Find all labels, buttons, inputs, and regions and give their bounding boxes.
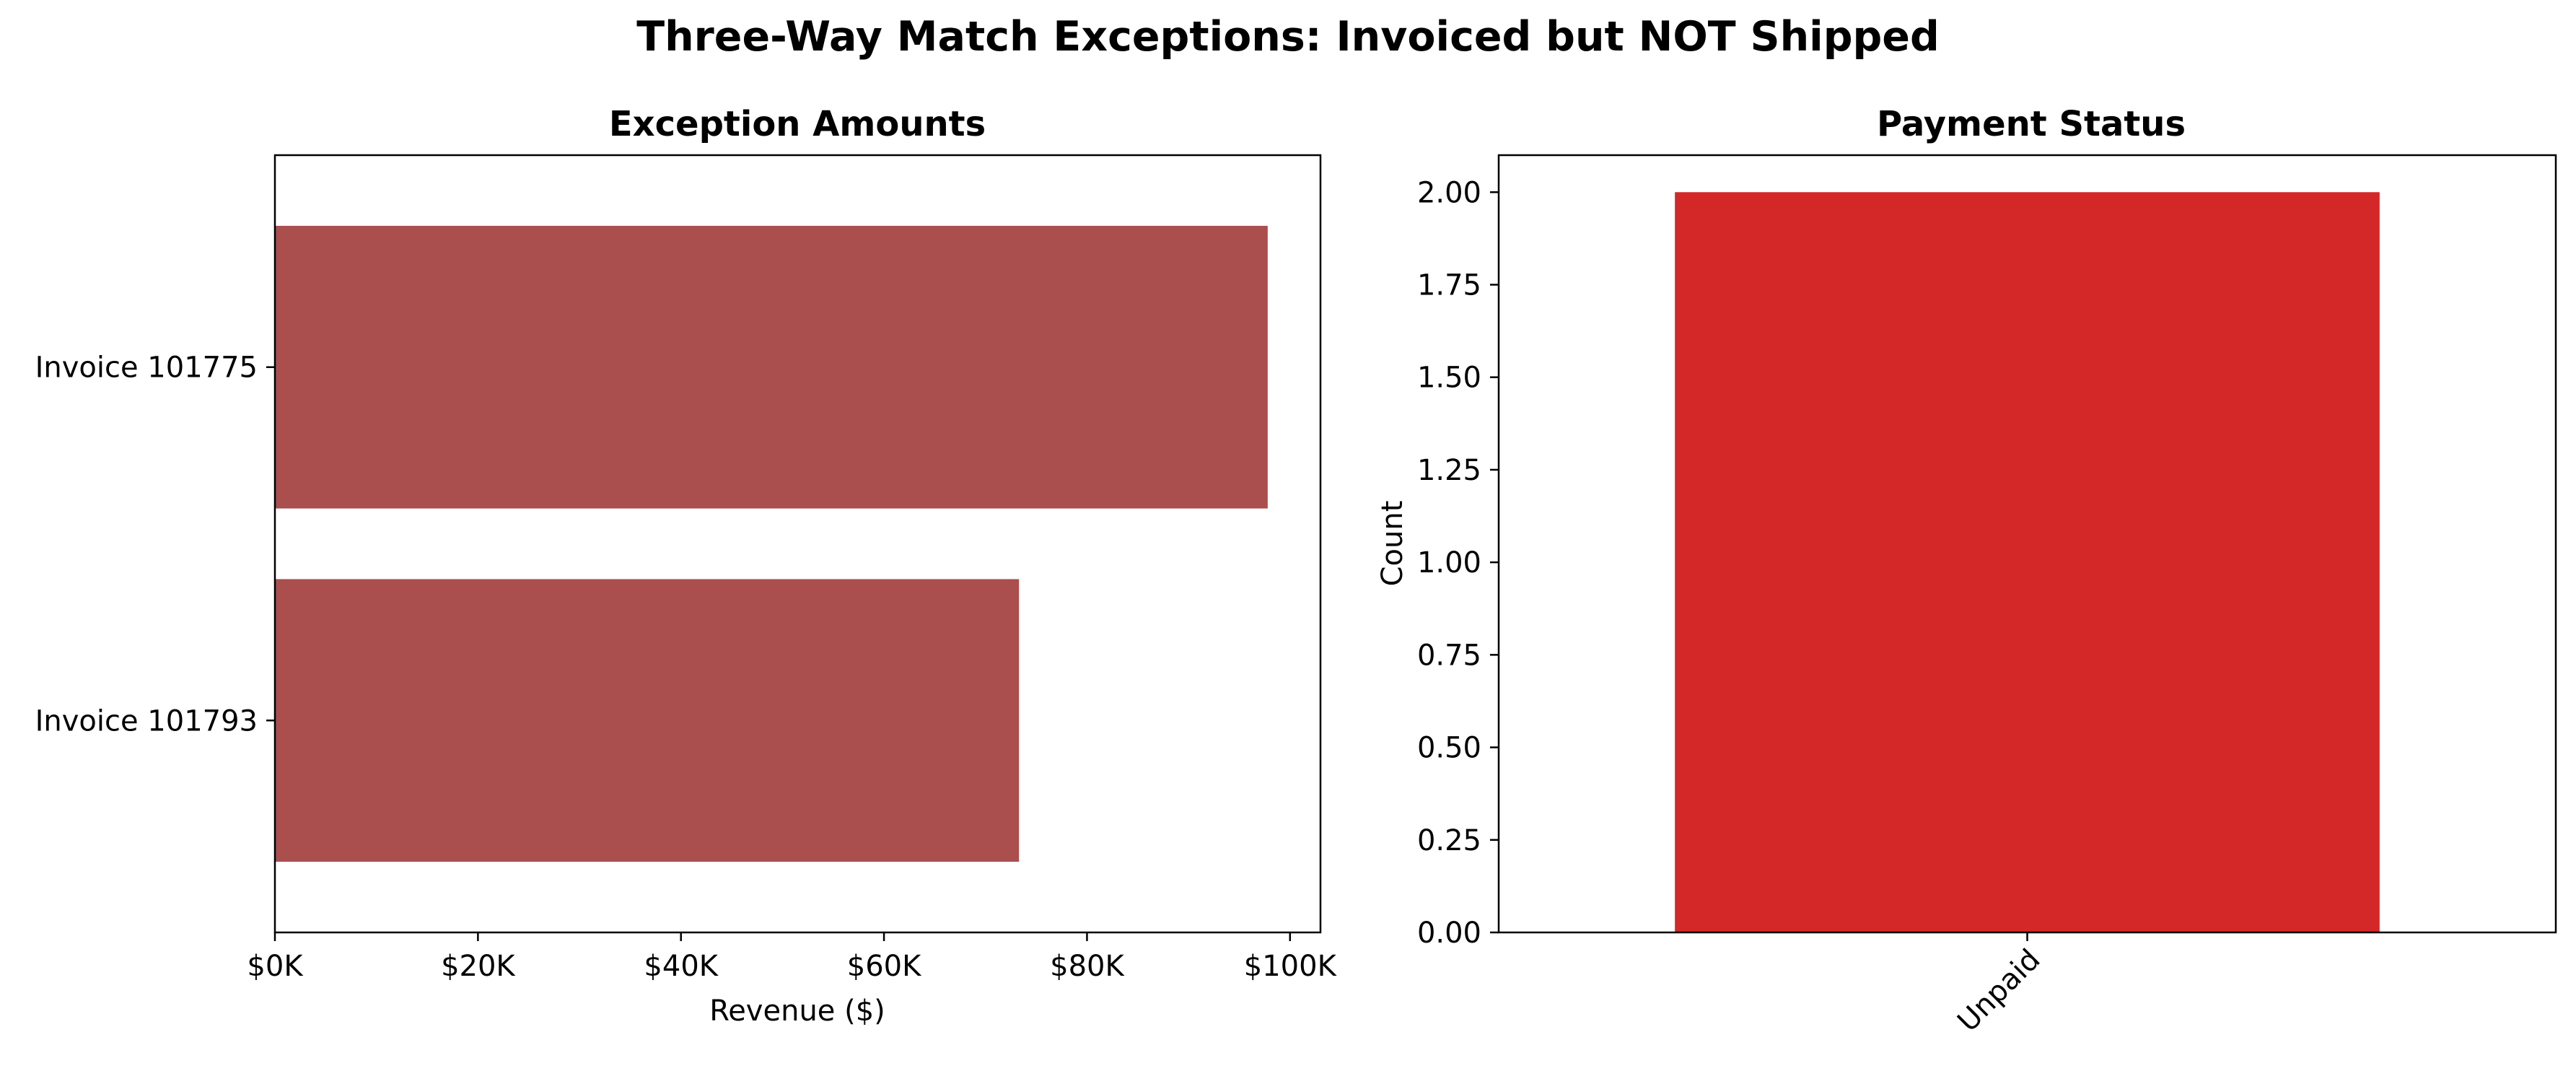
payment-status-title: Payment Status — [1877, 104, 2186, 144]
bar-unpaid — [1675, 192, 2380, 933]
y-tick-label: 0.25 — [1417, 824, 1481, 857]
exception-amounts-plot-frame — [273, 154, 1322, 934]
y-tick-label: 1.00 — [1417, 546, 1481, 580]
y-tick-label: Invoice 101793 — [35, 704, 258, 738]
y-tick-label: 0.50 — [1417, 732, 1481, 765]
figure-title: Three-Way Match Exceptions: Invoiced but… — [636, 13, 1940, 61]
y-tick-label: 1.50 — [1417, 362, 1481, 395]
x-tick-label: $60K — [847, 950, 922, 983]
y-tick-label: 1.75 — [1417, 269, 1481, 302]
exception-amounts-panel: Exception Amounts Invoice 101775 Invoice … — [35, 104, 1338, 1028]
payment-status-plot-frame — [1497, 154, 2557, 934]
x-tick-label: $80K — [1050, 950, 1125, 983]
payment-status-y-axis-label: Count — [1376, 501, 1409, 587]
payment-status-panel: Payment Status Unpaid 0.00 0.25 0.50 0.75 1.0… — [1376, 104, 2557, 1039]
y-tick-label: 2.00 — [1417, 176, 1481, 209]
bar-invoice-101793 — [275, 579, 1020, 862]
y-tick-label: 0.00 — [1417, 917, 1481, 950]
x-tick-label: $0K — [247, 950, 304, 983]
bar-invoice-101775 — [275, 225, 1268, 509]
y-tick-label: 1.25 — [1417, 454, 1481, 487]
x-tick-label: $100K — [1244, 950, 1338, 983]
exception-amounts-x-axis-label: Revenue ($) — [709, 994, 885, 1028]
x-tick-label: Unpaid — [1951, 943, 2046, 1039]
y-tick-label: Invoice 101775 — [35, 351, 258, 385]
exception-amounts-title: Exception Amounts — [609, 104, 986, 144]
x-tick-label: $20K — [441, 950, 516, 983]
x-tick-label: $40K — [644, 950, 719, 983]
y-tick-label: 0.75 — [1417, 639, 1481, 672]
